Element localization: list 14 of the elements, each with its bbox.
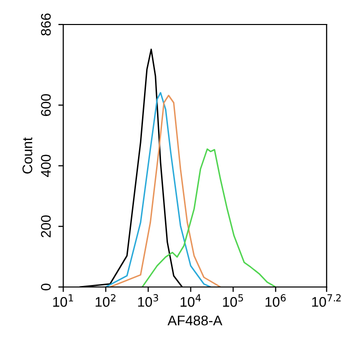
x-tick-label: 10$^{2}$ — [96, 294, 116, 307]
x-tick-label: 10$^{1}$ — [53, 294, 74, 307]
x-tick-label: 10$^{3}$ — [138, 294, 158, 307]
y-tick-label: 600 — [40, 94, 51, 116]
y-tick-label: 0 — [40, 284, 51, 290]
y-axis-title: Count — [22, 137, 32, 174]
y-tick-label: 866 — [40, 14, 51, 36]
y-tick-label: 400 — [40, 154, 51, 178]
x-tick-label: 10$^{5}$ — [223, 294, 243, 307]
x-tick-label: 10$^{4}$ — [180, 294, 201, 307]
x-axis-title: AF488-A — [168, 316, 222, 326]
x-tick-label: 10$^{7.2}$ — [312, 294, 341, 307]
x-tick-label: 10$^{6}$ — [266, 294, 286, 307]
y-tick-label: 200 — [40, 215, 51, 238]
